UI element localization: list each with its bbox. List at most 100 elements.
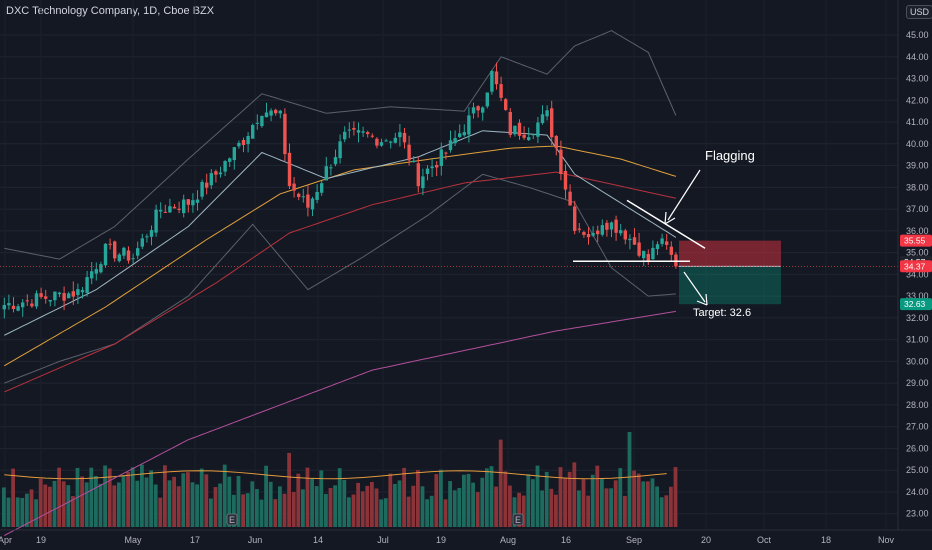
candle-body [637, 242, 641, 256]
candle-body [16, 306, 20, 311]
volume-bar [379, 499, 383, 527]
candle-body [44, 296, 48, 299]
candle-body [582, 232, 586, 235]
candle-body [577, 228, 581, 230]
volume-bar [264, 465, 268, 527]
candle-body [71, 291, 75, 297]
candle-body [76, 289, 80, 295]
candle-body [540, 114, 545, 124]
volume-bar [112, 485, 117, 527]
volume-bar [222, 464, 227, 527]
candle-body [347, 129, 351, 131]
candle-body [568, 191, 572, 206]
volume-bar [641, 481, 646, 527]
candle-body [669, 246, 673, 255]
candle-body [550, 108, 554, 138]
x-tick-label: May [124, 535, 142, 545]
candle-body [195, 199, 200, 203]
volume-bar [434, 474, 439, 527]
y-tick-label: 35.00 [906, 248, 929, 258]
grid [0, 34, 898, 515]
volume-bar [140, 464, 144, 527]
volume-bar [84, 482, 89, 527]
candle-body [269, 110, 273, 116]
candles [2, 62, 678, 319]
candle-body [205, 182, 209, 188]
y-tick-label: 44.00 [906, 52, 929, 62]
volume-bar [227, 476, 232, 527]
candle-body [471, 107, 476, 114]
candle-body [623, 230, 627, 240]
y-tick-label: 38.00 [906, 182, 929, 192]
volume-bar [71, 496, 75, 527]
y-tick-label: 41.00 [906, 117, 929, 127]
volume-bar [57, 467, 61, 527]
volume-bar [452, 490, 457, 527]
candle-body [209, 173, 213, 186]
volume-bar [535, 465, 540, 527]
volume-bar [34, 499, 38, 527]
y-tick-label: 33.00 [906, 291, 929, 301]
volume-bar [664, 495, 669, 527]
price-tag [900, 298, 932, 311]
x-tick-label: Jun [248, 535, 263, 545]
volume-bar [181, 473, 186, 527]
volume-bar [268, 481, 273, 527]
y-tick-label: 43.00 [906, 74, 929, 84]
candle-body [62, 293, 66, 301]
x-tick-label: Aug [500, 535, 516, 545]
volume-bar [572, 462, 577, 527]
bollinger-upper-line [4, 30, 677, 260]
candle-body [402, 132, 407, 143]
candle-body [485, 92, 489, 107]
volume-bar [512, 497, 517, 527]
candle-body [80, 290, 85, 293]
volume-bar [494, 486, 498, 527]
candle-body [117, 254, 121, 262]
volume-bar [503, 471, 508, 527]
candle-body [448, 140, 453, 151]
target-arrow [683, 271, 706, 303]
candle-body [596, 230, 600, 235]
volume-bar [333, 485, 337, 527]
candle-body [163, 211, 167, 213]
volume-bar [296, 473, 301, 527]
candle-body [7, 303, 11, 306]
volume-bar [646, 481, 650, 527]
volume-bar [310, 478, 314, 527]
candle-body [674, 254, 678, 267]
candle-body [90, 271, 94, 279]
volume-bar [508, 485, 512, 527]
volume-bar [655, 486, 659, 527]
y-tick-label: 39.00 [906, 161, 929, 171]
candle-body [241, 139, 246, 145]
candle-body [25, 300, 29, 302]
candle-body [172, 206, 177, 209]
candle-body [21, 302, 25, 308]
volume-bar [485, 468, 489, 527]
stop-loss-zone [679, 240, 781, 267]
candle-body [246, 136, 250, 145]
candle-body [177, 208, 181, 211]
volume-bar [186, 472, 190, 527]
volume-bar [52, 480, 57, 527]
volume-bar [126, 471, 130, 527]
volume-bar [498, 439, 503, 527]
candle-body [389, 141, 393, 143]
currency-badge[interactable]: USD [906, 5, 932, 19]
price-tag [900, 260, 932, 273]
candle-body [274, 109, 278, 114]
volume-ma-line [4, 470, 667, 480]
volume-bar [259, 499, 264, 527]
chart-title: DXC Technology Company, 1D, Cboe BZX [6, 5, 215, 17]
candle-body [232, 147, 236, 161]
volume-bar [420, 486, 425, 527]
candle-body [398, 132, 402, 138]
price-tag [900, 234, 932, 247]
volume-bar [195, 484, 199, 527]
volume-bar [241, 494, 245, 527]
volume-bar [586, 495, 590, 527]
candle-body [651, 247, 655, 260]
volume-bar [581, 479, 586, 527]
